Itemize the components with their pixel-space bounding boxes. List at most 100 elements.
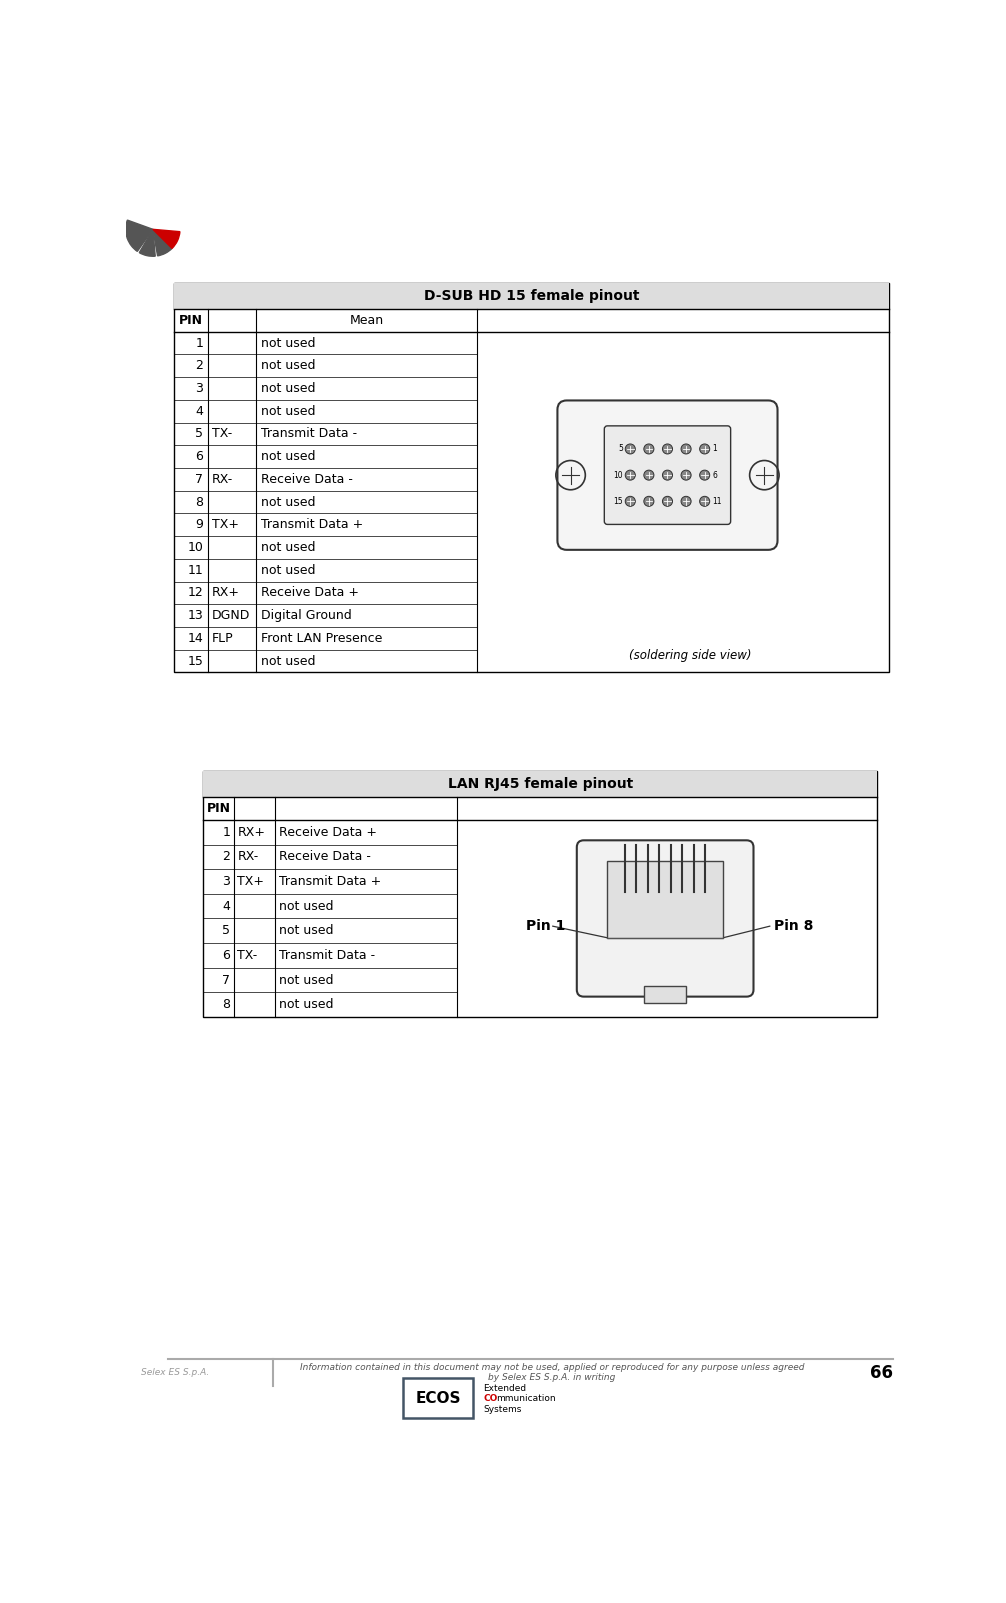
Text: TX-: TX-	[237, 949, 258, 962]
Circle shape	[662, 497, 673, 507]
Text: 6: 6	[222, 949, 230, 962]
Circle shape	[644, 470, 654, 481]
Text: RX+: RX+	[237, 826, 266, 838]
Text: 15: 15	[614, 497, 623, 507]
Text: not used: not used	[280, 899, 334, 912]
Text: Information contained in this document may not be used, applied or reproduced fo: Information contained in this document m…	[300, 1363, 804, 1382]
Circle shape	[662, 444, 673, 454]
Circle shape	[681, 444, 691, 454]
Text: not used: not used	[262, 382, 316, 394]
Text: 9: 9	[195, 518, 203, 531]
Text: 10: 10	[614, 471, 623, 479]
Text: TX+: TX+	[212, 518, 238, 531]
Text: mmunication: mmunication	[497, 1395, 556, 1404]
Text: Pin 8: Pin 8	[774, 919, 813, 933]
Bar	[607, 861, 723, 938]
Text: 4: 4	[222, 899, 230, 912]
Bar	[174, 284, 889, 309]
FancyBboxPatch shape	[557, 401, 778, 550]
Text: not used: not used	[262, 564, 316, 577]
Text: Receive Data -: Receive Data -	[262, 473, 353, 486]
Text: Selex ES S.p.A.: Selex ES S.p.A.	[141, 1369, 209, 1377]
Text: 11: 11	[712, 497, 721, 507]
Circle shape	[626, 444, 636, 454]
Bar	[644, 986, 686, 1003]
Text: 7: 7	[222, 973, 230, 986]
Text: 4: 4	[195, 404, 203, 418]
Circle shape	[662, 470, 673, 481]
Text: CO: CO	[483, 1395, 497, 1404]
Text: Pin 1: Pin 1	[526, 919, 565, 933]
Circle shape	[644, 444, 654, 454]
Text: Transmit Data +: Transmit Data +	[280, 875, 381, 888]
Bar	[403, 1379, 473, 1419]
Text: 14: 14	[187, 632, 203, 644]
Text: 11: 11	[187, 564, 203, 577]
Text: PIN: PIN	[179, 314, 203, 327]
Text: 5: 5	[195, 428, 203, 441]
Circle shape	[644, 497, 654, 507]
Text: D-SUB HD 15 female pinout: D-SUB HD 15 female pinout	[424, 289, 639, 303]
Bar	[203, 771, 877, 1016]
Wedge shape	[126, 220, 153, 239]
Text: Receive Data -: Receive Data -	[280, 850, 371, 864]
Text: 3: 3	[195, 382, 203, 394]
Text: not used: not used	[262, 542, 316, 555]
FancyBboxPatch shape	[605, 426, 730, 524]
Text: ECOS: ECOS	[415, 1391, 461, 1406]
Text: 1: 1	[712, 444, 717, 454]
Text: Extended: Extended	[483, 1385, 526, 1393]
Text: 6: 6	[712, 471, 717, 479]
Text: 8: 8	[195, 495, 203, 508]
Text: TX+: TX+	[237, 875, 265, 888]
Text: 5: 5	[222, 925, 230, 938]
Circle shape	[699, 470, 709, 481]
Text: Receive Data +: Receive Data +	[280, 826, 377, 838]
Text: 66: 66	[870, 1364, 893, 1382]
Text: RX+: RX+	[212, 587, 239, 600]
Text: not used: not used	[262, 495, 316, 508]
Text: 2: 2	[195, 359, 203, 372]
Text: RX-: RX-	[237, 850, 259, 864]
Text: 5: 5	[618, 444, 623, 454]
Text: Transmit Data +: Transmit Data +	[262, 518, 363, 531]
Text: Front LAN Presence: Front LAN Presence	[262, 632, 382, 644]
Text: FLP: FLP	[212, 632, 233, 644]
Text: 8: 8	[222, 999, 230, 1011]
Text: LAN RJ45 female pinout: LAN RJ45 female pinout	[448, 777, 633, 792]
Wedge shape	[153, 229, 180, 248]
Text: not used: not used	[262, 404, 316, 418]
Text: not used: not used	[280, 925, 334, 938]
Wedge shape	[128, 229, 153, 252]
Text: 1: 1	[195, 337, 203, 349]
Text: 10: 10	[187, 542, 203, 555]
Circle shape	[699, 497, 709, 507]
Text: 12: 12	[187, 587, 203, 600]
Text: 2: 2	[222, 850, 230, 864]
Wedge shape	[139, 229, 155, 256]
Circle shape	[681, 497, 691, 507]
Text: 7: 7	[195, 473, 203, 486]
Text: Transmit Data -: Transmit Data -	[262, 428, 357, 441]
Text: (soldering side view): (soldering side view)	[630, 649, 751, 662]
Circle shape	[626, 470, 636, 481]
Text: not used: not used	[262, 654, 316, 667]
Text: 1: 1	[222, 826, 230, 838]
Wedge shape	[153, 229, 172, 256]
Circle shape	[626, 497, 636, 507]
Text: 6: 6	[195, 450, 203, 463]
Text: not used: not used	[280, 973, 334, 986]
Text: not used: not used	[262, 450, 316, 463]
Text: RX-: RX-	[212, 473, 233, 486]
Text: Digital Ground: Digital Ground	[262, 609, 352, 622]
Bar	[174, 284, 889, 672]
Text: Transmit Data -: Transmit Data -	[280, 949, 375, 962]
Text: not used: not used	[262, 337, 316, 349]
FancyBboxPatch shape	[576, 840, 753, 997]
Text: PIN: PIN	[207, 802, 230, 814]
Text: Mean: Mean	[349, 314, 383, 327]
Text: Systems: Systems	[483, 1406, 521, 1414]
Bar	[203, 771, 877, 797]
Text: Receive Data +: Receive Data +	[262, 587, 359, 600]
Text: 15: 15	[187, 654, 203, 667]
